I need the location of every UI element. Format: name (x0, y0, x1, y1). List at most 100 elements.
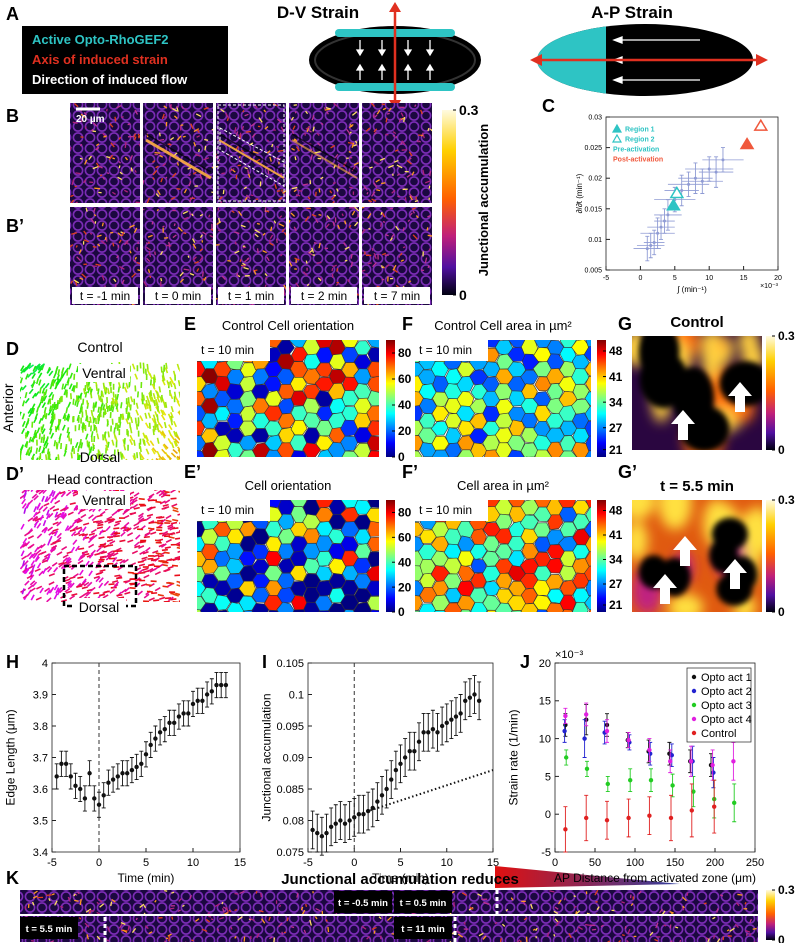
legend-label: Region 2 (625, 136, 655, 143)
flow-vector (147, 559, 153, 560)
point (563, 714, 567, 718)
cell (316, 611, 333, 626)
colorbar (386, 500, 395, 612)
colorbar-tick-label: 60 (398, 372, 412, 386)
cell (444, 618, 462, 634)
point (412, 749, 416, 753)
cell (572, 457, 590, 473)
point (585, 767, 589, 771)
panel-title: Control (670, 314, 723, 331)
junction (592, 929, 596, 930)
y-tick-label: 0.025 (584, 145, 602, 152)
flow-vector (41, 485, 43, 491)
cell (407, 611, 423, 626)
x-tick-label: 250 (746, 857, 764, 869)
junction (211, 919, 213, 920)
colorbar-tick-label: 80 (398, 506, 412, 520)
flow-vector (166, 520, 172, 521)
junction (687, 893, 688, 896)
flow-vector (173, 602, 179, 603)
x-tick-label: 5 (673, 275, 677, 282)
y-tick-label: 0.015 (584, 206, 602, 213)
x-axis-label: ∫ (min⁻¹) (676, 285, 707, 294)
cell (277, 457, 296, 473)
legend-marker (692, 731, 696, 735)
junction (268, 170, 269, 174)
point (130, 768, 134, 772)
x-tick-label: -5 (603, 275, 609, 282)
colorbar-tick-label: 0 (778, 933, 785, 943)
junction (208, 916, 211, 917)
flow-vector (99, 594, 105, 595)
junction (89, 911, 90, 913)
junction (256, 891, 257, 893)
flow-vector (88, 442, 89, 448)
flow-vector (147, 364, 148, 370)
cell (559, 492, 576, 508)
junction (430, 171, 431, 176)
micrograph (289, 103, 359, 203)
flow-vector (46, 454, 47, 460)
y-tick-label: 0.01 (588, 237, 602, 244)
junction (753, 929, 757, 930)
flow-vector (71, 452, 72, 458)
blob (701, 328, 721, 379)
flow-vector (139, 499, 145, 500)
junction (74, 900, 78, 901)
junction (52, 894, 54, 895)
time-label: t = -0.5 min (338, 898, 388, 909)
panel-letter: B’ (6, 216, 24, 236)
flow-vector (58, 454, 59, 460)
time-label: t = -1 min (80, 289, 130, 303)
flow-vector (97, 525, 103, 526)
junction (203, 278, 204, 280)
point (666, 213, 669, 216)
colorbar-tick-label: 21 (609, 598, 623, 612)
junction (76, 245, 77, 247)
point (562, 729, 566, 733)
time-label: t = 2 min (301, 289, 347, 303)
x-tick-label: 5 (143, 857, 149, 869)
cell (368, 552, 385, 567)
point (106, 781, 110, 785)
point (417, 740, 421, 744)
point (134, 765, 138, 769)
legend-label: Pre-activation (613, 146, 659, 153)
junction (169, 936, 170, 942)
blob (618, 482, 655, 520)
point (92, 796, 96, 800)
panel-title: Control (77, 339, 122, 355)
orientation-label: Ventral (82, 492, 126, 508)
flow-vector (138, 561, 144, 562)
orientation-label: Ventral (82, 365, 126, 381)
point (468, 695, 472, 699)
flow-vector (107, 545, 113, 546)
y-axis-label: Junctional accumulation (260, 693, 274, 821)
colorbar (442, 110, 456, 295)
x-axis-label: Time (min) (118, 871, 175, 885)
junction (429, 249, 430, 251)
panel-title: Cell area in µm² (457, 478, 550, 493)
junction (235, 894, 239, 895)
panel-letter: G (618, 314, 632, 334)
point (384, 787, 388, 791)
colorbar (766, 890, 775, 940)
junction (80, 158, 82, 159)
flow-vector (172, 565, 178, 566)
flow-vector (158, 556, 164, 557)
junction (115, 117, 116, 122)
junction (105, 237, 106, 240)
flow-vector (134, 440, 135, 446)
point (431, 727, 435, 731)
time-label: t = 7 min (374, 289, 420, 303)
legend-marker (692, 675, 696, 679)
colorbar-tick-label: 27 (609, 577, 623, 591)
flow-vector (93, 593, 99, 594)
time-label: t = 5.5 min (26, 924, 73, 935)
flow-vector (108, 519, 114, 520)
point (708, 168, 711, 171)
point (701, 180, 704, 183)
cell (368, 348, 384, 363)
point (375, 799, 379, 803)
flow-vector (100, 544, 106, 545)
